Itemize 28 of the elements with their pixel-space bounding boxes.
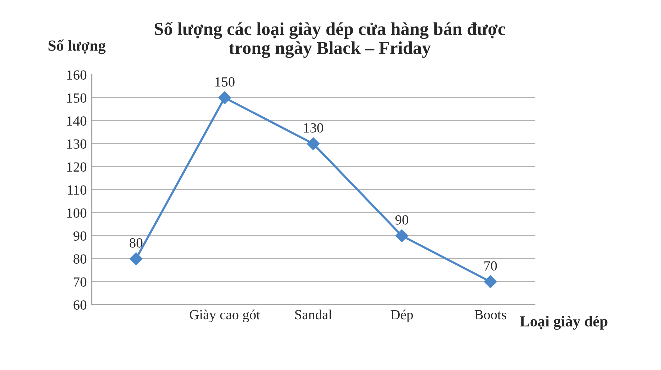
y-tick-label: 90: [74, 232, 87, 241]
data-label: 150: [216, 77, 235, 87]
y-tick-label: 130: [68, 140, 87, 149]
y-axis-title: Số lượng: [48, 40, 106, 54]
point: [307, 138, 320, 150]
data-label: 130: [304, 123, 324, 133]
chart-title: Số lượng các loại giày dép cửa hàng bán được trong ngày Black – Friday: [154, 22, 506, 58]
y-tick-label: 100: [68, 208, 87, 218]
point: [396, 230, 409, 242]
y-tick-label: 60: [74, 300, 87, 310]
data-label: 90: [396, 215, 409, 225]
y-tick-label: 120: [68, 162, 87, 172]
x-tick-label: Giày cao gót: [190, 310, 260, 323]
y-tick-label: 160: [68, 70, 87, 80]
data-label: 80: [130, 238, 143, 248]
x-tick-label: Dép: [390, 310, 414, 322]
x-tick-label: Boots: [474, 310, 506, 320]
y-tick-label: 140: [68, 116, 87, 126]
x-axis-title: Loại giày dép: [520, 316, 608, 330]
y-tick-label: 80: [74, 254, 87, 264]
y-tick-label: 70: [74, 278, 87, 287]
point: [218, 92, 232, 104]
point: [130, 252, 143, 266]
point: [484, 276, 498, 288]
data-label: 70: [484, 261, 498, 271]
x-tick-label: Sandal: [296, 310, 332, 320]
y-tick-label: 110: [68, 186, 87, 195]
y-tick-label: 150: [68, 94, 87, 103]
